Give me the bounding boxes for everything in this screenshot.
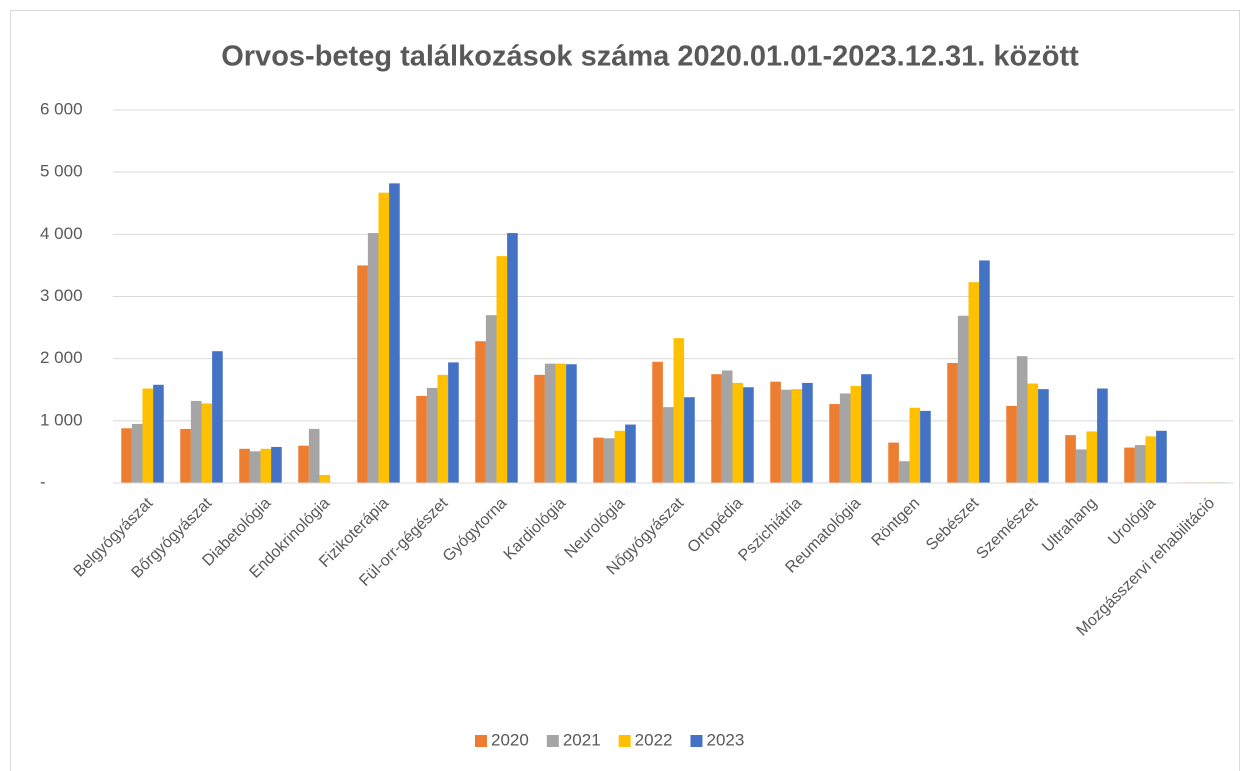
bar (743, 387, 754, 483)
bar (485, 315, 497, 483)
bar (212, 351, 223, 483)
bar (201, 403, 213, 483)
bar (684, 397, 695, 483)
bar (249, 451, 261, 483)
legend-label: 2020 (491, 730, 529, 749)
bar (437, 374, 449, 483)
bar (367, 233, 379, 483)
bar (802, 382, 813, 483)
bar (534, 374, 545, 483)
y-tick-label: 6 000 (40, 99, 83, 118)
bar (625, 424, 636, 483)
bar (239, 448, 250, 483)
bar (496, 256, 508, 483)
chart-title: Orvos-beteg találkozások száma 2020.01.0… (221, 41, 1079, 73)
bar (673, 338, 685, 483)
bar (190, 400, 202, 483)
bar (1065, 435, 1076, 483)
bar (180, 428, 191, 483)
bar (1027, 383, 1039, 483)
bar (1086, 431, 1098, 483)
bar (319, 474, 331, 483)
y-tick-label: 1 000 (40, 410, 83, 429)
bar (721, 370, 733, 483)
bar (426, 387, 438, 483)
bar (507, 233, 518, 483)
bar (850, 386, 862, 483)
y-tick-label: 2 000 (40, 348, 83, 367)
bar (555, 363, 567, 483)
bar (1124, 447, 1135, 483)
y-tick-label: 3 000 (40, 286, 83, 305)
chart-border (10, 10, 1240, 771)
bar (909, 407, 921, 483)
legend-swatch (618, 735, 631, 747)
y-tick-label: - (40, 472, 46, 491)
bar (389, 183, 400, 483)
bar (861, 374, 872, 483)
legend-swatch (475, 735, 487, 747)
bar (1038, 389, 1049, 483)
bar (131, 423, 143, 483)
bar (947, 363, 958, 483)
legend-label: 2022 (635, 730, 673, 749)
bar (1006, 405, 1017, 483)
bar (603, 438, 615, 483)
y-tick-label: 5 000 (40, 162, 83, 181)
bar (378, 192, 390, 483)
bar (121, 428, 132, 483)
bar (662, 407, 674, 483)
bar (652, 361, 663, 483)
bar (711, 374, 722, 483)
bar (614, 430, 626, 483)
legend-swatch (546, 735, 559, 747)
bar (780, 389, 792, 483)
bar (298, 445, 309, 483)
bar (957, 315, 969, 483)
bar (416, 395, 427, 483)
bar (839, 393, 851, 483)
bar (475, 341, 486, 483)
bar (968, 282, 980, 483)
bar (153, 384, 164, 483)
bar (888, 442, 899, 483)
bar (1145, 436, 1157, 483)
bar (142, 388, 154, 483)
bar (732, 382, 744, 483)
bar (271, 446, 282, 483)
bar (260, 448, 272, 483)
bar (1134, 445, 1146, 483)
bar (1075, 449, 1087, 483)
bar (1097, 388, 1108, 483)
bar (593, 437, 604, 483)
bar (448, 362, 459, 483)
bar (829, 404, 840, 483)
bar (791, 389, 803, 483)
bar (920, 410, 931, 483)
legend-swatch (690, 735, 703, 747)
bar (308, 428, 320, 483)
bar (979, 260, 990, 483)
bar (1156, 430, 1167, 483)
bar (544, 363, 556, 483)
bar (357, 265, 368, 483)
bar (566, 364, 577, 483)
bar (1016, 356, 1028, 483)
bar (770, 381, 781, 483)
legend-label: 2023 (706, 730, 744, 749)
y-tick-label: 4 000 (40, 224, 83, 243)
bar (898, 461, 910, 483)
legend-label: 2021 (563, 730, 601, 749)
